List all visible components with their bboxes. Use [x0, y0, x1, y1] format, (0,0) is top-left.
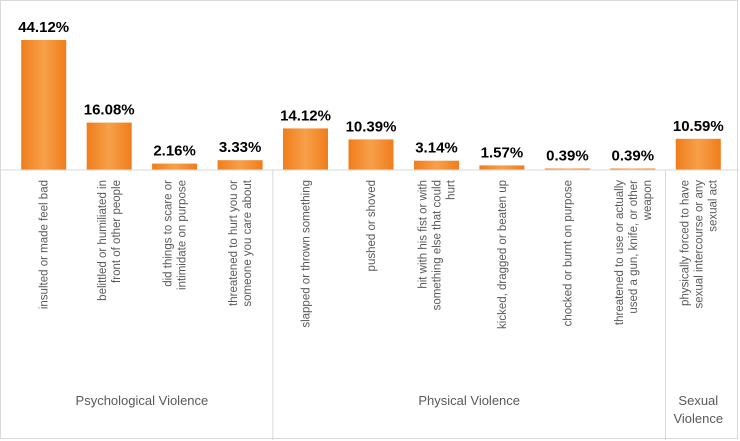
data-labels-layer: 44.12% 16.08% 2.16% 3.33% 14.12% 10.39% 3.14% 1…: [18, 19, 723, 165]
bar: [152, 163, 198, 170]
bar: [348, 139, 394, 170]
bar: [610, 168, 656, 170]
data-label: 44.12%: [18, 19, 69, 36]
bar: [479, 165, 525, 170]
group-label: Sexual Violence: [673, 393, 723, 426]
bar: [414, 160, 459, 170]
data-label: 3.33%: [219, 139, 262, 156]
group-label: Psychological Violence: [76, 393, 209, 408]
category-tick-label: belittled or humiliated in front of other…: [97, 180, 123, 301]
category-tick-label: did things to scare or intimidate on purp…: [163, 180, 189, 290]
data-label: 0.39%: [612, 148, 655, 165]
bars-layer: [21, 40, 721, 170]
data-label: 16.08%: [84, 102, 135, 119]
tick-labels-layer: insulted or made feel bad belittled or hu…: [39, 179, 720, 329]
data-label: 2.16%: [153, 143, 196, 160]
category-tick-label: insulted or made feel bad: [39, 180, 51, 309]
category-tick-label: threatened to hurt you or someone you car…: [228, 179, 254, 306]
category-tick-label: physically forced to have sexual intercou…: [679, 179, 719, 308]
data-label: 0.39%: [546, 148, 589, 165]
bar: [217, 160, 263, 170]
data-label: 1.57%: [481, 144, 524, 161]
category-tick-label: slapped or thrown something: [301, 180, 313, 328]
category-tick-label: hit with his fist or with something else …: [418, 179, 458, 310]
category-tick-label: chocked or burnt on purpose: [562, 180, 574, 326]
bar: [283, 128, 328, 170]
data-label: 14.12%: [280, 107, 331, 124]
data-label: 3.14%: [415, 140, 458, 157]
bar: [21, 40, 67, 170]
bar: [675, 138, 721, 170]
category-tick-label: kicked, dragged or beaten up: [497, 180, 509, 329]
group-labels-layer: Psychological Violence Physical Violence S…: [76, 393, 724, 426]
category-tick-label: pushed or shoved: [366, 180, 378, 271]
group-label: Physical Violence: [418, 393, 520, 408]
data-label: 10.59%: [673, 118, 724, 135]
group-separators-layer: [272, 170, 666, 440]
bar: [86, 122, 132, 170]
bar: [544, 168, 590, 170]
data-label: 10.39%: [346, 118, 397, 135]
category-tick-label: threatened to use or actually used a gun,…: [614, 180, 654, 325]
